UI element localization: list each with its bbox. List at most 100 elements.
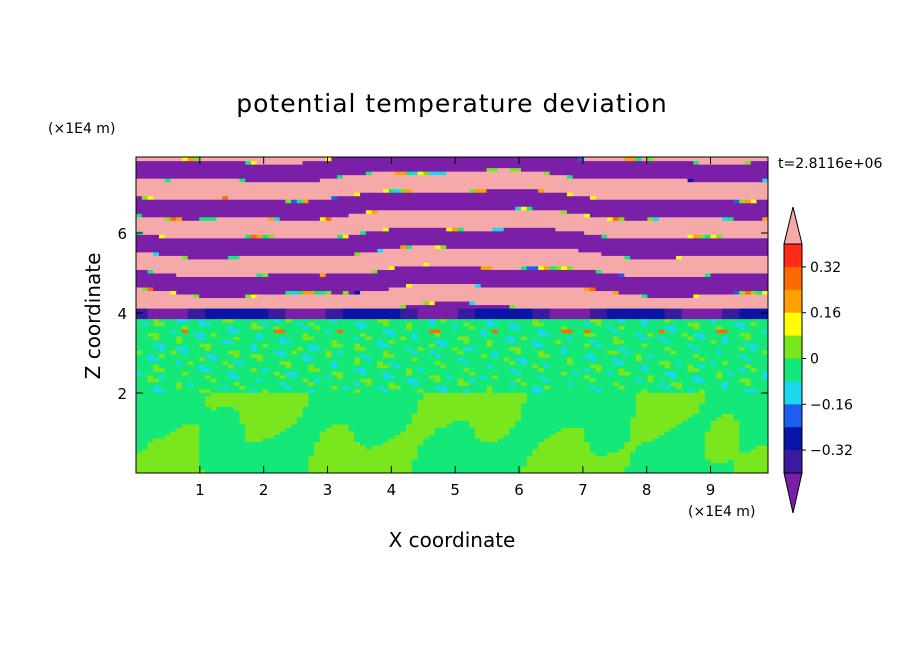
heatmap-cell — [136, 420, 241, 425]
heatmap-cell — [136, 343, 154, 348]
heatmap-cell — [181, 339, 223, 344]
heatmap-cell — [566, 209, 768, 214]
heatmap-cell — [687, 388, 694, 393]
heatmap-cell — [532, 343, 545, 348]
heatmap-cell — [377, 248, 384, 253]
heatmap-cell — [199, 444, 315, 450]
heatmap-cell — [739, 325, 746, 330]
heatmap-cell — [624, 272, 706, 277]
heatmap-cell — [509, 339, 516, 344]
heatmap-cell — [314, 322, 355, 327]
heatmap-cell — [308, 388, 315, 393]
heatmap-cell — [262, 325, 275, 330]
heatmap-cell — [543, 171, 551, 176]
heatmap-cell — [446, 318, 488, 323]
heatmap-cell — [291, 360, 332, 365]
heatmap-cell — [745, 364, 752, 369]
heatmap-cell — [520, 325, 562, 330]
heatmap-cell — [360, 332, 367, 337]
heatmap-cell — [147, 378, 160, 383]
heatmap-cell — [653, 374, 671, 379]
heatmap-cell — [383, 322, 390, 327]
heatmap-cell — [354, 346, 367, 351]
heatmap-cell — [268, 388, 309, 393]
heatmap-cell — [762, 371, 768, 376]
heatmap-cell — [630, 458, 712, 464]
heatmap-cell — [722, 336, 729, 341]
heatmap-cell — [141, 286, 149, 292]
heatmap-cell — [676, 371, 717, 376]
heatmap-cell — [561, 371, 568, 376]
heatmap-cell — [136, 430, 172, 435]
heatmap-cell — [538, 339, 557, 344]
heatmap-cell — [417, 381, 459, 386]
heatmap-cell — [555, 339, 562, 344]
heatmap-cell — [532, 322, 545, 327]
heatmap-cell — [348, 385, 378, 390]
heatmap-cell — [136, 279, 768, 284]
heatmap-cell — [147, 307, 189, 313]
heatmap-cell — [440, 329, 482, 334]
heatmap-cell — [509, 167, 522, 172]
heatmap-cell — [733, 469, 768, 473]
heatmap-cell — [394, 434, 430, 439]
heatmap-cell — [250, 388, 258, 393]
heatmap-cell — [532, 307, 551, 313]
heatmap-cell — [285, 199, 292, 204]
heatmap-cell — [136, 272, 177, 277]
heatmap-cell — [434, 244, 442, 249]
heatmap-cell — [227, 360, 235, 365]
heatmap-cell — [486, 339, 493, 344]
heatmap-cell — [750, 322, 758, 327]
heatmap-cell — [653, 332, 683, 337]
heatmap-cell — [411, 325, 453, 330]
heatmap-cell — [635, 409, 700, 414]
heatmap-cell — [250, 325, 263, 330]
heatmap-cell — [285, 318, 292, 323]
heatmap-cell — [762, 350, 768, 355]
heatmap-cell — [136, 374, 149, 379]
heatmap-cell — [727, 329, 763, 334]
heatmap-cell — [342, 315, 401, 320]
heatmap-cell — [158, 357, 200, 362]
heatmap-cell — [158, 336, 177, 341]
heatmap-cell — [377, 385, 384, 390]
heatmap-cell — [722, 234, 768, 239]
heatmap-cell — [136, 325, 183, 330]
heatmap-cell — [136, 255, 183, 260]
heatmap-cell — [400, 188, 407, 193]
heatmap-cell — [727, 336, 746, 341]
heatmap-cell — [239, 409, 304, 414]
x-tick-label: 7 — [578, 481, 588, 499]
heatmap-cell — [354, 360, 361, 365]
heatmap-cell — [204, 357, 212, 362]
heatmap-cell — [641, 322, 648, 327]
heatmap-cell — [520, 402, 637, 407]
heatmap-cell — [704, 395, 768, 400]
heatmap-cell — [181, 381, 189, 386]
heatmap-cell — [383, 227, 390, 232]
heatmap-cell — [538, 367, 545, 372]
heatmap-cell — [710, 272, 768, 277]
heatmap-cell — [693, 346, 700, 351]
heatmap-cell — [199, 322, 212, 327]
heatmap-cell — [612, 325, 620, 330]
heatmap-cell — [302, 290, 315, 295]
heatmap-cell — [704, 388, 746, 393]
heatmap-cell — [566, 350, 608, 355]
heatmap-cell — [624, 367, 643, 372]
heatmap-cell — [187, 255, 229, 260]
heatmap-cell — [181, 216, 200, 221]
heatmap-cell — [739, 420, 768, 425]
heatmap-cell — [199, 216, 218, 221]
heatmap-cell — [515, 423, 631, 428]
heatmap-cell — [164, 367, 200, 372]
heatmap-cell — [256, 378, 263, 383]
heatmap-cell — [618, 325, 625, 330]
heatmap-cell — [515, 367, 539, 372]
heatmap-cell — [526, 462, 631, 467]
heatmap-cell — [618, 290, 735, 295]
heatmap-cell — [388, 388, 419, 393]
heatmap-cell — [176, 381, 183, 386]
heatmap-cell — [136, 223, 768, 228]
